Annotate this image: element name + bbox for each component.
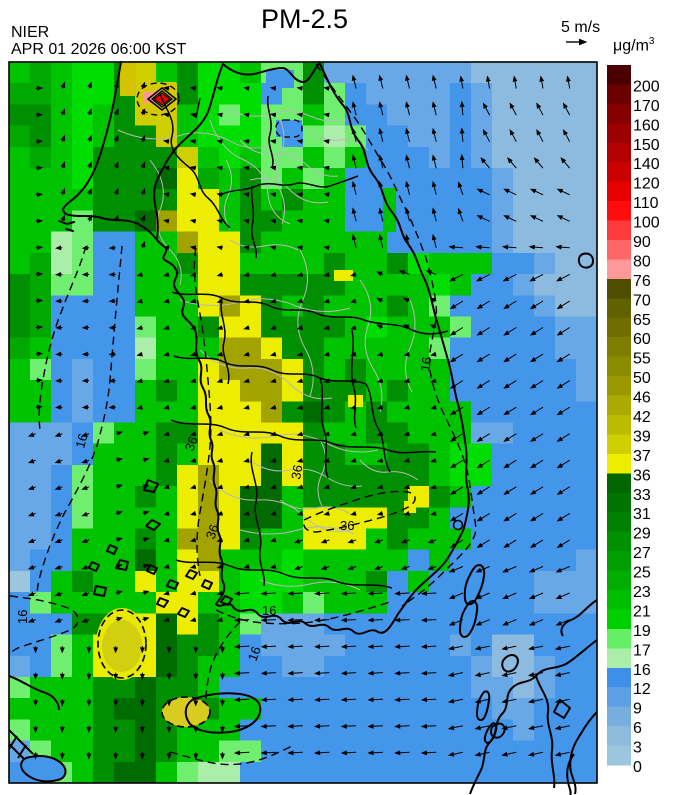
- svg-text:55: 55: [633, 351, 651, 368]
- svg-text:90: 90: [633, 234, 651, 251]
- svg-text:16: 16: [15, 610, 30, 624]
- svg-text:76: 76: [633, 273, 651, 290]
- svg-text:42: 42: [633, 409, 651, 426]
- svg-text:27: 27: [633, 545, 651, 562]
- svg-text:29: 29: [633, 526, 651, 543]
- svg-text:12: 12: [633, 681, 651, 698]
- svg-text:37: 37: [633, 448, 651, 465]
- svg-text:0: 0: [633, 759, 642, 776]
- svg-text:50: 50: [633, 370, 651, 387]
- svg-text:16: 16: [262, 603, 276, 618]
- svg-text:16: 16: [417, 356, 434, 373]
- svg-text:170: 170: [633, 98, 660, 115]
- svg-text:140: 140: [633, 156, 660, 173]
- svg-text:36: 36: [633, 467, 651, 484]
- svg-text:9: 9: [633, 701, 642, 718]
- svg-text:31: 31: [633, 506, 651, 523]
- svg-text:36: 36: [203, 522, 222, 541]
- svg-text:60: 60: [633, 331, 651, 348]
- svg-text:19: 19: [633, 623, 651, 640]
- svg-text:17: 17: [633, 642, 651, 659]
- svg-text:36: 36: [288, 464, 305, 481]
- svg-text:21: 21: [633, 603, 651, 620]
- svg-text:200: 200: [633, 78, 660, 95]
- svg-text:110: 110: [633, 195, 659, 212]
- svg-text:16: 16: [633, 662, 651, 679]
- svg-text:120: 120: [633, 176, 660, 193]
- svg-text:25: 25: [633, 565, 651, 582]
- svg-text:36: 36: [340, 518, 354, 533]
- svg-text:23: 23: [633, 584, 651, 601]
- svg-text:6: 6: [633, 720, 642, 737]
- svg-text:70: 70: [633, 292, 651, 309]
- svg-text:150: 150: [633, 137, 660, 154]
- svg-text:36: 36: [182, 434, 201, 453]
- svg-text:39: 39: [633, 428, 651, 445]
- svg-text:33: 33: [633, 487, 651, 504]
- svg-text:16: 16: [245, 644, 264, 663]
- svg-text:3: 3: [633, 740, 642, 757]
- svg-text:100: 100: [633, 215, 660, 232]
- svg-text:65: 65: [633, 312, 651, 329]
- svg-text:80: 80: [633, 253, 651, 270]
- svg-text:46: 46: [633, 390, 651, 407]
- svg-text:160: 160: [633, 117, 660, 134]
